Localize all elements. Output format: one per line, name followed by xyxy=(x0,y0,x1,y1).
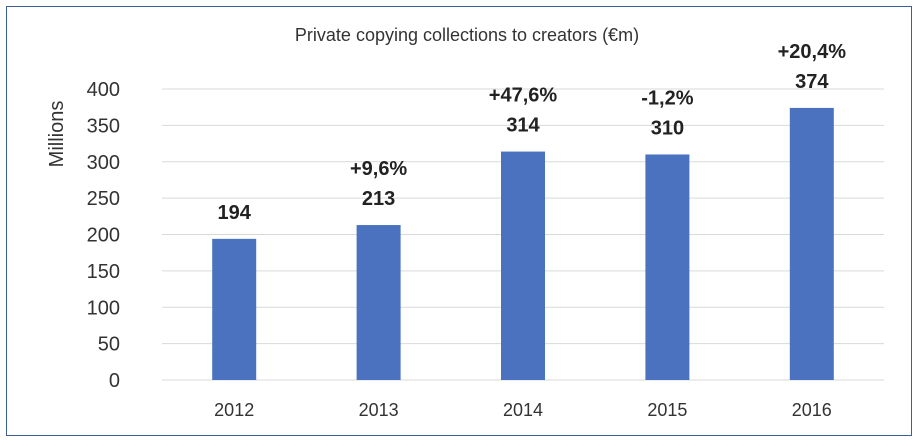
bar-2016 xyxy=(789,107,834,380)
y-tick-label: 150 xyxy=(87,261,120,283)
data-labels: 194 213 +9,6% 314 +47,6% 310 -1,2% 374 +20,4% xyxy=(218,41,847,224)
y-tick-label: 50 xyxy=(98,334,120,356)
y-tick-label: 200 xyxy=(87,225,120,247)
value-label-2016: 374 xyxy=(795,71,829,93)
x-tick-label: 2016 xyxy=(792,400,832,420)
x-tick-label: 2013 xyxy=(359,400,399,420)
growth-label-2015: -1,2% xyxy=(641,87,693,109)
value-label-2014: 314 xyxy=(506,115,540,137)
chart-frame xyxy=(6,6,912,436)
value-label-2013: 213 xyxy=(362,188,395,210)
x-tick-label: 2012 xyxy=(214,400,254,420)
y-tick-label: 400 xyxy=(87,79,120,101)
y-axis-ticks: 0 50 100 150 200 250 300 350 400 xyxy=(87,79,120,392)
y-tick-label: 250 xyxy=(87,188,120,210)
y-tick-label: 0 xyxy=(109,370,120,392)
bars xyxy=(212,107,834,380)
x-tick-label: 2014 xyxy=(503,400,543,420)
value-label-2012: 194 xyxy=(218,202,252,224)
bar-2012 xyxy=(212,238,257,380)
value-label-2015: 310 xyxy=(651,117,684,139)
bar-2014 xyxy=(501,151,545,380)
y-axis-label: Millions xyxy=(46,101,68,168)
growth-label-2014: +47,6% xyxy=(489,85,558,107)
growth-label-2016: +20,4% xyxy=(778,41,847,63)
bar-2015 xyxy=(645,154,690,380)
x-tick-label: 2015 xyxy=(647,400,687,420)
x-axis-ticks: 2012 2013 2014 2015 2016 xyxy=(214,400,832,420)
bar-2013 xyxy=(356,225,401,380)
y-tick-label: 100 xyxy=(87,297,120,319)
y-tick-label: 300 xyxy=(87,152,120,174)
y-tick-label: 350 xyxy=(87,115,120,137)
growth-label-2013: +9,6% xyxy=(350,158,407,180)
chart-title: Private copying collections to creators … xyxy=(295,25,639,45)
